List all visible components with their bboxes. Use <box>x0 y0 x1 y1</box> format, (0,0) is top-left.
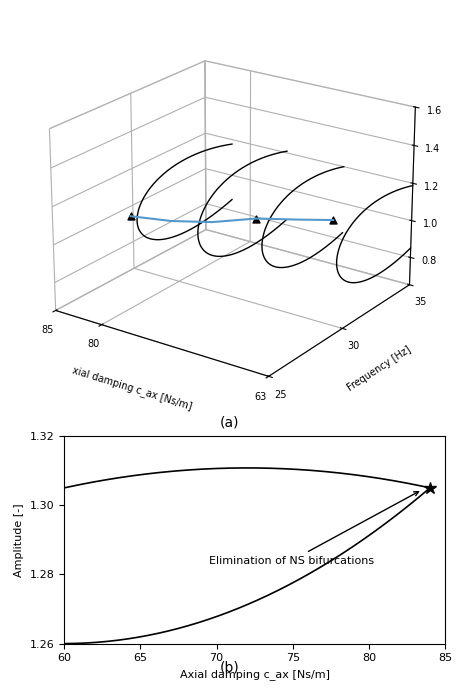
Y-axis label: Frequency [Hz]: Frequency [Hz] <box>345 345 412 393</box>
X-axis label: xial damping c_ax [Ns/m]: xial damping c_ax [Ns/m] <box>71 365 194 412</box>
Y-axis label: Amplitude [-]: Amplitude [-] <box>14 503 24 576</box>
X-axis label: Axial damping c_ax [Ns/m]: Axial damping c_ax [Ns/m] <box>180 669 330 680</box>
Text: (a): (a) <box>220 415 239 429</box>
Text: (b): (b) <box>219 661 240 675</box>
Text: Elimination of NS bifurcations: Elimination of NS bifurcations <box>209 491 419 565</box>
